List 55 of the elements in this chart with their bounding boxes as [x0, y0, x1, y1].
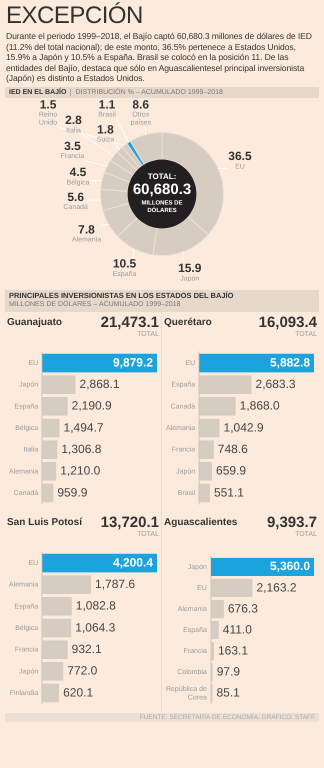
- data-label: 7.8: [78, 222, 96, 236]
- text: 21,473.1: [100, 314, 159, 331]
- data-label: 551.1: [214, 485, 244, 500]
- text: 13,720.1: [100, 514, 159, 531]
- text: 16,093.4: [258, 314, 317, 331]
- data-label: 10.5: [112, 256, 137, 271]
- data-label: 1.5: [40, 97, 57, 112]
- data-label: 1,787.6: [95, 576, 136, 591]
- data-label: 411.0: [222, 622, 252, 636]
- data-label: 3.5: [64, 139, 82, 154]
- chart-title: Querétaro: [164, 316, 212, 330]
- data-label: 1,064.3: [75, 620, 116, 634]
- data-label: 932.1: [72, 642, 102, 656]
- data-label: 959.9: [57, 485, 88, 500]
- data-label: 1.1: [98, 97, 116, 112]
- data-label: 1,042.9: [224, 420, 264, 434]
- data-label: 5,360.0: [270, 559, 310, 574]
- data-label: 5.6: [67, 190, 84, 204]
- chart-title: Guanajuato: [7, 316, 62, 330]
- data-label: 748.6: [218, 442, 248, 456]
- data-label: 163.1: [218, 643, 248, 658]
- bar: [199, 354, 314, 372]
- data-label: 2,163.2: [256, 580, 297, 594]
- data-label: 5,882.8: [270, 355, 310, 370]
- data-label: 9,879.2: [112, 355, 154, 370]
- chart-subtitle: Durante el periodo 1999–2018, el Bajío captó 60,680.3 millones de dólares de IED (11.2% del total nacional); de este monto, 36.5% pertenece a Estados Unidos, 15.9% a Japón y 10.5% a España. Brasil se colocó en la posición 11. De las entidades del Bajío, destaca que sólo en Aguascalientesel principal inversionista (Japón) es distinto a Estados Unidos.: [6, 31, 313, 84]
- data-label: 2.8: [65, 113, 82, 128]
- chart-title: Aguascalientes: [164, 516, 238, 530]
- text: 60,680.3: [132, 181, 192, 198]
- data-label: 2,868.1: [80, 376, 120, 391]
- data-label: 4,200.4: [112, 555, 154, 570]
- bar: [42, 554, 157, 572]
- data-label: 8.6: [132, 97, 150, 112]
- bar: [42, 354, 157, 372]
- data-label: 1,210.0: [60, 464, 101, 478]
- data-label: 659.9: [216, 464, 246, 478]
- data-label: 1,494.7: [64, 420, 104, 434]
- data-label: 2,190.9: [72, 398, 112, 413]
- data-label: 1.8: [97, 122, 114, 136]
- data-label: 4.5: [70, 165, 87, 180]
- data-label: 36.5: [228, 149, 252, 164]
- data-label: 676.3: [228, 601, 258, 616]
- data-label: 772.0: [67, 664, 98, 678]
- chart-title: EXCEPCIÓN: [6, 2, 144, 30]
- data-label: 620.1: [63, 685, 94, 700]
- chart-title: San Luis Potosí: [7, 516, 82, 530]
- text: 9,393.7: [266, 514, 317, 531]
- data-label: 1,082.8: [76, 598, 116, 613]
- data-label: 1,306.8: [61, 442, 102, 456]
- data-label: 15.9: [178, 261, 202, 276]
- text: TOTAL:: [148, 172, 176, 182]
- data-label: 2,683.3: [256, 376, 296, 391]
- data-label: 1,868.0: [240, 398, 280, 413]
- data-label: 97.9: [216, 664, 240, 678]
- data-label: 85.1: [216, 686, 240, 700]
